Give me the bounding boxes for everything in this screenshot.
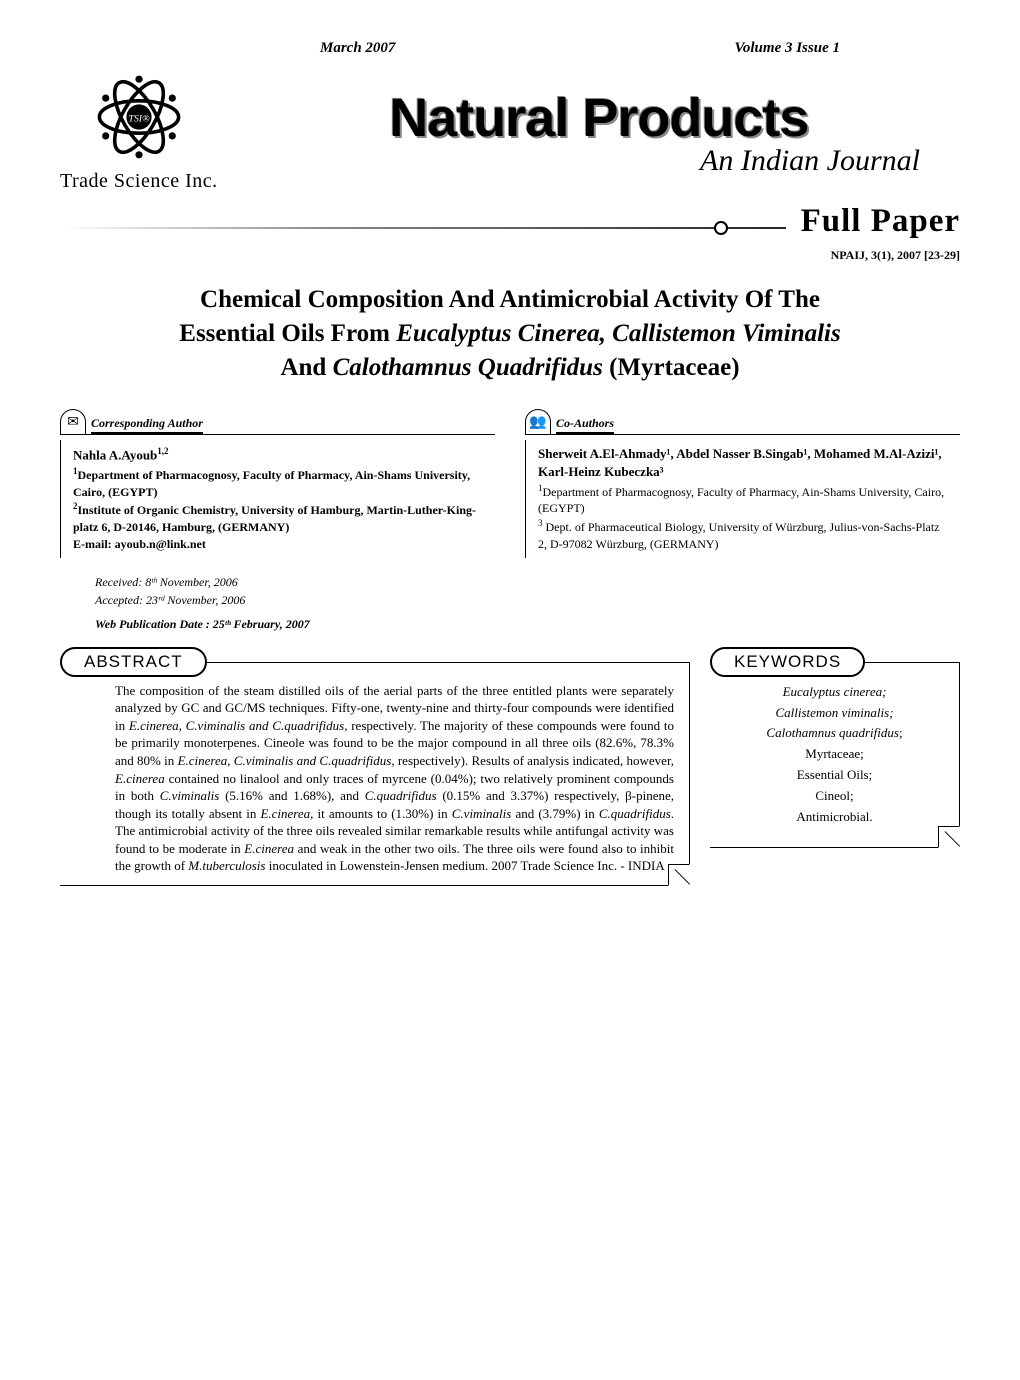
abs-t11: inoculated in Lowenstein-Jensen medium. — [265, 858, 491, 873]
abs-i4: C.viminalis — [160, 788, 220, 803]
authors-row: ✉ Corresponding Author Nahla A.Ayoub1,2 … — [60, 409, 960, 558]
keyword-item: Eucalyptus cinerea; — [735, 682, 934, 703]
publisher-logo-icon: TSI® — [94, 72, 184, 162]
corresponding-name: Nahla A.Ayoub — [73, 448, 157, 463]
dates-block: Received: 8ᵗʰ November, 2006 Accepted: 2… — [95, 573, 960, 609]
accepted-date: Accepted: 23ʳᵈ November, 2006 — [95, 591, 960, 609]
corr-aff1: Department of Pharmacognosy, Faculty of … — [73, 468, 470, 499]
keyword-item: Calothamnus quadrifidus; — [735, 723, 934, 744]
web-pub-date: Web Publication Date : 25ᵗʰ February, 20… — [95, 617, 960, 632]
abs-i6: E.cinerea — [260, 806, 310, 821]
article-id: NPAIJ, 3(1), 2007 [23-29] — [60, 248, 960, 263]
abs-i5: C.quadrifidus — [365, 788, 437, 803]
coauthor-names: Sherweit A.El-Ahmady¹, Abdel Nasser B.Si… — [538, 445, 950, 481]
received-date: Received: 8ᵗʰ November, 2006 — [95, 573, 960, 591]
co-aff3: Dept. of Pharmaceutical Biology, Univers… — [538, 520, 940, 551]
keyword-item: Antimicrobial. — [735, 807, 934, 828]
journal-title-block: Natural Products An Indian Journal — [238, 87, 960, 178]
coauthors-col: 👥 Co-Authors Sherweit A.El-Ahmady¹, Abde… — [525, 409, 960, 558]
corresponding-author-col: ✉ Corresponding Author Nahla A.Ayoub1,2 … — [60, 409, 495, 558]
volume-issue: Volume 3 Issue 1 — [735, 40, 840, 57]
title-line-2a: Essential Oils From — [179, 320, 396, 347]
svg-text:TSI®: TSI® — [128, 114, 150, 125]
abstract-keywords-row: ABSTRACT The composition of the steam di… — [60, 647, 960, 886]
abs-i8: C.quadrifidus — [599, 806, 671, 821]
abstract-label: ABSTRACT — [60, 647, 207, 677]
journal-subtitle: An Indian Journal — [238, 144, 960, 178]
envelope-icon: ✉ — [60, 409, 86, 435]
top-meta-row: March 2007 Volume 3 Issue 1 — [60, 40, 960, 57]
section-label: Full Paper — [786, 203, 960, 240]
keywords-box: Eucalyptus cinerea;Callistemon viminalis… — [710, 662, 960, 849]
title-line-3a: And — [280, 354, 332, 381]
masthead: TSI® Trade Science Inc. Natural Products… — [60, 72, 960, 193]
title-line-3c: (Myrtaceae) — [603, 354, 740, 381]
keyword-item: Callistemon viminalis; — [735, 703, 934, 724]
abs-t5: (5.16% and 1.68%), and — [219, 788, 364, 803]
corr-aff2: Institute of Organic Chemistry, Universi… — [73, 503, 476, 534]
publisher-name: Trade Science Inc. — [60, 170, 218, 193]
abstract-box: The composition of the steam distilled o… — [60, 662, 690, 886]
title-line-1: Chemical Composition And Antimicrobial A… — [200, 286, 820, 313]
abs-i3: E.cinerea — [115, 771, 165, 786]
coauthors-header: Co-Authors — [556, 416, 614, 434]
abs-i9: E.cinerea — [244, 841, 294, 856]
keyword-item: Myrtaceae; — [735, 744, 934, 765]
abs-t8: and (3.79%) in — [511, 806, 599, 821]
abstract-col: ABSTRACT The composition of the steam di… — [60, 647, 690, 886]
section-rule: Full Paper — [60, 213, 960, 243]
abs-i7: C.viminalis — [452, 806, 512, 821]
abs-t3: , respectively). Results of analysis ind… — [391, 753, 674, 768]
article-title: Chemical Composition And Antimicrobial A… — [60, 283, 960, 384]
corr-name-sup: 1,2 — [157, 446, 168, 456]
title-line-3b: Calothamnus Quadrifidus — [333, 354, 603, 381]
abs-i10: M.tuberculosis — [188, 858, 265, 873]
title-line-2b: Eucalyptus Cinerea, Callistemon Viminali… — [396, 320, 841, 347]
co-aff1: Department of Pharmacognosy, Faculty of … — [538, 485, 944, 516]
publisher-block: TSI® Trade Science Inc. — [60, 72, 218, 193]
issue-date: March 2007 — [320, 40, 395, 57]
keyword-item: Essential Oils; — [735, 765, 934, 786]
keyword-item: Cineol; — [735, 786, 934, 807]
abs-t7: , it amounts to (1.30%) in — [310, 806, 452, 821]
corresponding-header: Corresponding Author — [91, 416, 203, 434]
abs-i2: E.cinerea, C.viminalis and C.quadrifidus — [178, 753, 392, 768]
abs-i1: E.cinerea, C.viminalis and C.quadrifidus — [129, 718, 344, 733]
keywords-label: KEYWORDS — [710, 647, 865, 677]
keywords-col: KEYWORDS Eucalyptus cinerea;Callistemon … — [710, 647, 960, 849]
journal-title: Natural Products — [238, 87, 960, 149]
keywords-list: Eucalyptus cinerea;Callistemon viminalis… — [735, 682, 934, 828]
abs-copyright: 2007 Trade Science Inc. - INDIA — [491, 858, 664, 873]
corr-email: E-mail: ayoub.n@link.net — [73, 536, 485, 553]
people-icon: 👥 — [525, 409, 551, 435]
